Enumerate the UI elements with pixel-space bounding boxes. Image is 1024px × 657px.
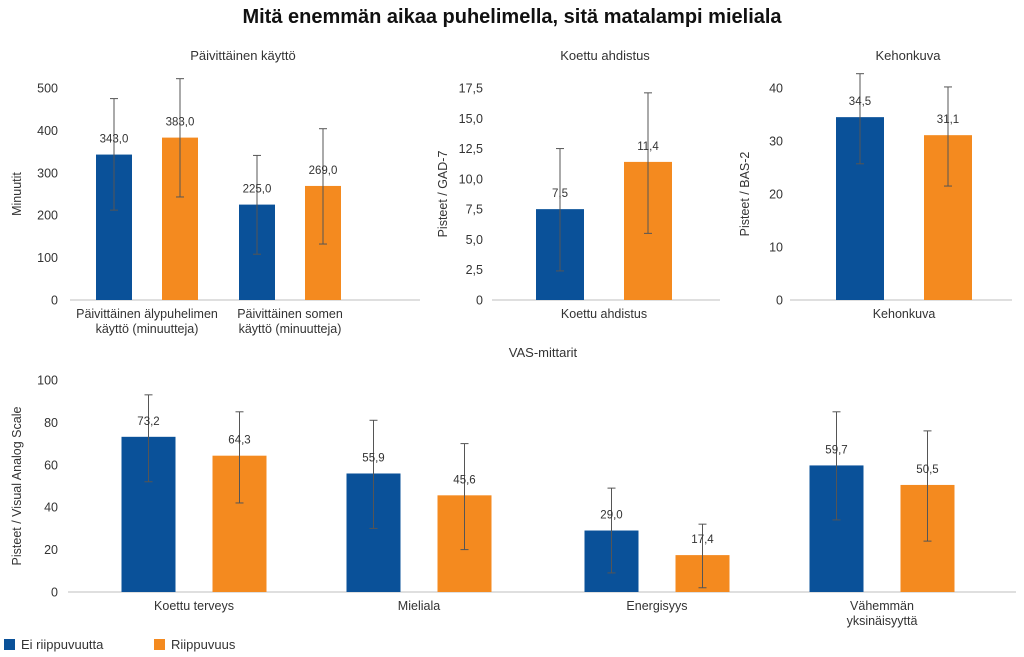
y-axis-label: Pisteet / Visual Analog Scale [10,407,24,566]
y-axis-label: Minuutit [10,172,24,216]
data-label: 17,4 [691,534,714,546]
y-tick-label: 30 [769,135,783,149]
legend-swatch-riippuvuus [154,639,165,650]
y-tick-label: 60 [44,458,58,472]
y-tick-label: 300 [37,166,58,180]
y-tick-label: 10,0 [459,172,483,186]
y-tick-label: 80 [44,416,58,430]
y-tick-label: 400 [37,124,58,138]
data-label: 59,7 [825,444,847,456]
x-category-label: Vähemmän [850,599,914,613]
chart-panel-kehonkuva: Kehonkuva Pisteet / BAS-2 0 10 20 30 40 34,5 31,… [738,48,1012,321]
panel-title: Kehonkuva [875,48,941,63]
data-label: 45,6 [453,474,475,486]
chart-panel-koettu-ahdistus: Koettu ahdistus Pisteet / GAD-7 0 2,5 5,0 7,5… [436,48,720,321]
y-tick-label: 0 [476,294,483,308]
data-label: 31,1 [937,114,959,126]
chart-main-title: Mitä enemmän aikaa puhelimella, sitä mat… [242,6,782,28]
y-tick-label: 100 [37,251,58,265]
legend-swatch-ei-riippuvuutta [4,639,15,650]
data-label: 55,9 [362,452,384,464]
y-axis-label: Pisteet / BAS-2 [738,152,752,237]
x-category-label: käyttö (minuutteja) [96,322,199,336]
x-category-label: Päivittäinen somen [237,307,343,321]
y-tick-label: 12,5 [459,142,483,156]
data-label: 73,2 [137,416,159,428]
legend-item-ei-riippuvuutta: Ei riippuvuutta [4,637,103,652]
x-category-label: käyttö (minuutteja) [239,322,342,336]
x-category-label: Energisyys [626,599,687,613]
y-tick-label: 10 [769,241,783,255]
y-tick-label: 20 [44,543,58,557]
x-category-label: Kehonkuva [873,307,936,321]
data-label: 383,0 [166,117,195,129]
data-label: 64,3 [228,435,250,447]
y-tick-label: 7,5 [466,203,483,217]
x-category-label: Mieliala [398,599,440,613]
legend-label-ei-riippuvuutta: Ei riippuvuutta [21,637,104,652]
panel-title: Päivittäinen käyttö [190,48,296,63]
y-tick-label: 40 [44,501,58,515]
y-tick-label: 500 [37,82,58,96]
chart-panel-päivittäinen-käyttö: Päivittäinen käyttö Minuutit 0 100 200 300 400… [10,48,420,336]
x-category-label: Koettu ahdistus [561,307,647,321]
y-tick-label: 0 [51,294,58,308]
y-tick-label: 200 [37,209,58,223]
y-tick-label: 0 [776,294,783,308]
data-label: 225,0 [243,184,272,196]
y-tick-label: 100 [37,374,58,388]
x-category-label: Koettu terveys [154,599,234,613]
panel-title: Koettu ahdistus [560,48,650,63]
data-label: 34,5 [849,96,871,108]
data-label: 343,0 [100,134,129,146]
y-tick-label: 40 [769,82,783,96]
data-label: 269,0 [309,165,338,177]
x-category-label: yksinäisyyttä [847,614,918,628]
panel-title: VAS-mittarit [509,345,578,360]
legend-label-riippuvuus: Riippuvuus [171,637,236,652]
x-category-label: Päivittäinen älypuhelimen [76,307,218,321]
legend-item-riippuvuus: Riippuvuus [154,637,235,652]
y-tick-label: 20 [769,188,783,202]
data-label: 11,4 [637,141,659,153]
y-tick-label: 17,5 [459,82,483,96]
chart-panel-vas-mittarit: VAS-mittarit Pisteet / Visual Analog Scal… [10,345,1016,628]
y-tick-label: 15,0 [459,112,483,126]
data-label: 50,5 [916,464,938,476]
y-tick-label: 5,0 [466,233,483,247]
y-tick-label: 0 [51,586,58,600]
y-axis-label: Pisteet / GAD-7 [436,151,450,238]
data-label: 7,5 [552,188,568,200]
y-tick-label: 2,5 [466,263,483,277]
data-label: 29,0 [600,510,622,522]
